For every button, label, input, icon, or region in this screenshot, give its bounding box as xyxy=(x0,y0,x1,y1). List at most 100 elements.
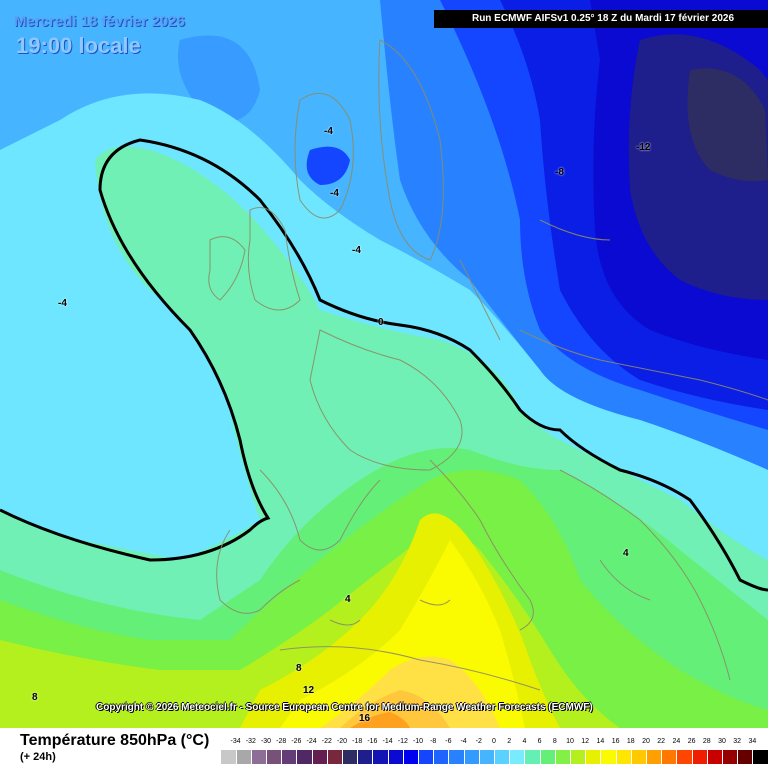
color-scale-swatch xyxy=(403,750,418,764)
contour-label: -4 xyxy=(352,245,361,256)
color-scale-swatch xyxy=(631,750,646,764)
color-scale-tick: 34 xyxy=(748,738,757,745)
color-scale-tick: 0 xyxy=(492,738,496,745)
color-scale-tick: 4 xyxy=(522,738,527,745)
color-scale-tick: -10 xyxy=(412,738,424,745)
color-scale-tick: -6 xyxy=(445,738,452,745)
color-scale-swatch xyxy=(251,750,266,764)
contour-label: -4 xyxy=(58,298,67,309)
model-run-label: Run ECMWF AIFSv1 0.25° 18 Z du Mardi 17 … xyxy=(434,10,768,28)
color-scale-swatch xyxy=(267,750,282,764)
color-scale-tick: 28 xyxy=(702,738,711,745)
legend-subtitle: (+ 24h) xyxy=(20,751,56,763)
color-scale-swatch xyxy=(738,750,753,764)
band-minus-4-pocket xyxy=(306,146,350,185)
color-scale-swatch xyxy=(221,750,236,764)
color-scale-tick: 10 xyxy=(566,738,574,745)
color-scale-swatch xyxy=(707,750,722,764)
color-scale-tick: -18 xyxy=(352,738,363,745)
color-scale-swatch xyxy=(616,750,631,764)
contour-label: 0 xyxy=(378,317,384,328)
color-scale-swatch xyxy=(692,750,707,764)
map-canvas xyxy=(0,0,768,728)
color-scale-swatch xyxy=(723,750,738,764)
color-scale-tick: 26 xyxy=(687,738,696,745)
color-scale-swatch xyxy=(540,750,555,764)
copyright-notice: Copyright © 2026 Meteociel.fr - Source E… xyxy=(96,702,593,713)
color-scale-tick: 16 xyxy=(611,738,620,745)
color-scale-swatch xyxy=(601,750,616,764)
color-scale-tick: 22 xyxy=(657,738,666,745)
color-scale-tick: -28 xyxy=(276,738,287,745)
color-scale-swatch xyxy=(555,750,570,764)
color-scale-tick: -14 xyxy=(382,738,393,745)
contour-label: -4 xyxy=(330,188,339,199)
color-scale-tick: -22 xyxy=(321,738,332,745)
color-scale-swatch xyxy=(343,750,358,764)
color-scale-tick: 8 xyxy=(552,738,557,745)
color-scale-tick: 20 xyxy=(642,738,650,745)
color-scale-swatch xyxy=(571,750,586,764)
color-scale-swatch xyxy=(449,750,464,764)
color-scale-tick: -26 xyxy=(291,738,302,745)
color-scale-tick: -2 xyxy=(475,738,482,745)
color-scale-tick: 30 xyxy=(718,738,726,745)
color-scale-swatch xyxy=(677,750,692,764)
color-scale-swatch xyxy=(495,750,510,764)
band-minus-14 xyxy=(687,68,768,182)
color-scale-tick: -4 xyxy=(460,738,467,745)
contour-label: 16 xyxy=(359,713,371,724)
color-scale-swatch xyxy=(282,750,297,764)
color-scale-tick: -24 xyxy=(306,738,317,745)
color-scale-tick: -20 xyxy=(336,738,348,745)
color-scale: -34 -32 -30 -28 -26 -24 -22 -20 -18 -16 -14 -12 -10-… xyxy=(221,728,768,768)
color-scale-swatch xyxy=(510,750,525,764)
color-scale-swatch xyxy=(388,750,403,764)
contour-label: 8 xyxy=(32,692,38,703)
zero-isotherm xyxy=(0,138,768,592)
color-scale-tick: 12 xyxy=(581,738,590,745)
contour-label: 12 xyxy=(303,685,315,696)
band-plus-18 xyxy=(350,712,410,728)
color-scale-swatch xyxy=(434,750,449,764)
color-scale-tick: -12 xyxy=(397,738,408,745)
color-scale-swatch xyxy=(312,750,327,764)
forecast-date: Mercredi 18 février 2026 xyxy=(14,13,185,30)
temperature-map xyxy=(0,0,768,728)
legend-title: Température 850hPa (°C) xyxy=(20,732,210,749)
legend-footer: Température 850hPa (°C) (+ 24h) -34 -32 -3… xyxy=(0,728,768,768)
contour-label: 4 xyxy=(345,594,351,605)
color-scale-tick: 18 xyxy=(626,738,635,745)
color-scale-swatch xyxy=(647,750,662,764)
color-scale-tick: 14 xyxy=(596,738,605,745)
color-scale-swatch xyxy=(479,750,494,764)
color-scale-swatch xyxy=(419,750,434,764)
color-scale-swatch xyxy=(464,750,479,764)
coastlines xyxy=(208,39,768,691)
color-scale-swatch xyxy=(358,750,373,764)
color-scale-tick: -8 xyxy=(430,738,437,745)
contour-label: 8 xyxy=(296,663,302,674)
color-scale-swatch xyxy=(662,750,677,764)
color-scale-swatch xyxy=(327,750,342,764)
color-scale-tick: 2 xyxy=(507,738,512,745)
color-scale-tick: -16 xyxy=(367,738,378,745)
contour-label: -12 xyxy=(636,142,651,153)
color-scale-swatch xyxy=(586,750,601,764)
color-scale-swatch xyxy=(753,750,768,764)
color-scale-swatch xyxy=(236,750,251,764)
band-plus-4-blob xyxy=(620,540,644,560)
band-plus-16 xyxy=(340,690,450,728)
color-scale-tick: 32 xyxy=(733,738,742,745)
forecast-local-time: 19:00 locale xyxy=(16,33,141,58)
color-scale-swatch xyxy=(525,750,540,764)
contour-label: -8 xyxy=(555,167,564,178)
contour-label: -4 xyxy=(324,126,333,137)
color-scale-swatch xyxy=(373,750,388,764)
color-scale-tick: -30 xyxy=(260,738,272,745)
color-scale-tick: 24 xyxy=(672,738,681,745)
contour-label: 4 xyxy=(623,548,629,559)
color-scale-swatch xyxy=(297,750,312,764)
color-scale-tick: -34 xyxy=(230,738,241,745)
color-scale-tick: -32 xyxy=(245,738,256,745)
